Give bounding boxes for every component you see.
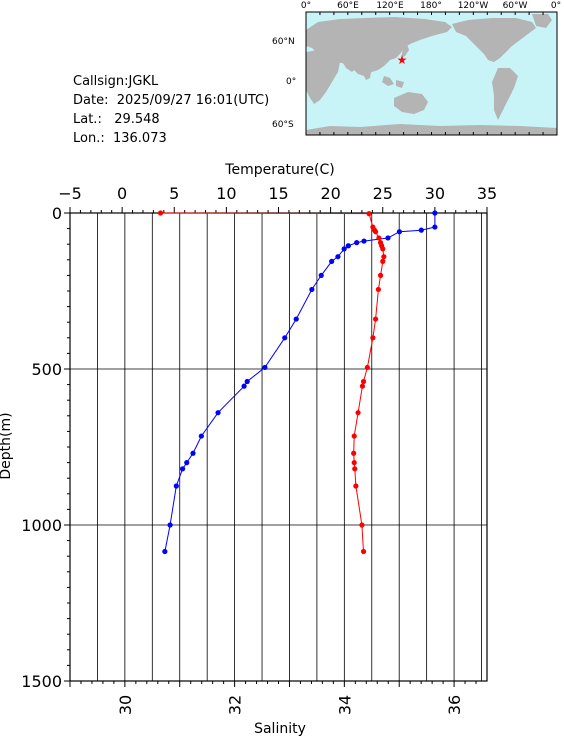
temperature-data-point bbox=[167, 522, 173, 528]
temperature-data-point bbox=[354, 240, 360, 246]
temperature-data-point bbox=[385, 235, 391, 241]
lat-text: Lat.: 29.548 bbox=[73, 112, 160, 127]
temperature-tick-label: 15 bbox=[268, 184, 288, 203]
temperature-data-point bbox=[432, 210, 438, 216]
map-lat-label: 0° bbox=[286, 77, 296, 87]
temperature-data-point bbox=[198, 433, 204, 439]
salinity-tick-label: 30 bbox=[116, 695, 135, 715]
world-map: 0° 60°E 120°E 180° 120°W 60°W 0° 60°N 0°… bbox=[272, 1, 561, 136]
temperature-data-point bbox=[396, 229, 403, 235]
temperature-tick-label: 30 bbox=[425, 184, 445, 203]
depth-tick-label: 0 bbox=[52, 204, 62, 223]
temperature-data-point bbox=[179, 466, 186, 472]
salinity-data-point bbox=[376, 235, 382, 241]
salinity-data-point bbox=[351, 460, 357, 466]
salinity-data-point bbox=[373, 316, 379, 322]
temperature-data-point bbox=[262, 364, 268, 371]
salinity-data-point bbox=[359, 522, 365, 528]
salinity-data-point bbox=[375, 286, 381, 293]
temperature-tick-label: 20 bbox=[320, 184, 340, 203]
salinity-data-point bbox=[351, 433, 357, 439]
salinity-data-point bbox=[366, 211, 372, 217]
depth-tick-label: 1500 bbox=[21, 672, 62, 691]
station-marker-icon: ★ bbox=[397, 53, 408, 67]
map-land bbox=[306, 14, 557, 135]
salinity-tick-label: 32 bbox=[226, 695, 245, 715]
salinity-data-point bbox=[380, 258, 386, 264]
temperature-data-point bbox=[241, 383, 247, 389]
temperature-series-line bbox=[164, 213, 436, 552]
temperature-data-point bbox=[293, 316, 299, 322]
series bbox=[157, 210, 438, 555]
map-lon-label: 0° bbox=[301, 1, 311, 11]
map-lon-label: 0° bbox=[551, 1, 561, 11]
station-info: Callsign:JGKL Date: 2025/09/27 16:01(UTC… bbox=[73, 72, 269, 148]
map-lon-label: 60°W bbox=[503, 1, 528, 11]
temperature-data-point bbox=[173, 483, 179, 489]
salinity-data-point bbox=[364, 364, 370, 371]
temperature-data-point bbox=[282, 335, 288, 341]
map-lat-label: 60°N bbox=[272, 37, 295, 47]
salinity-tick-label: 36 bbox=[445, 695, 464, 715]
salinity-axis-label: Salinity bbox=[254, 721, 306, 736]
salinity-data-point bbox=[380, 246, 386, 252]
temperature-data-point bbox=[309, 286, 315, 293]
map-lon-label: 180° bbox=[420, 1, 442, 11]
salinity-tick-label: 34 bbox=[335, 695, 354, 715]
temperature-tick-label: 5 bbox=[169, 184, 179, 203]
temperature-data-point bbox=[162, 548, 168, 555]
temperature-data-point bbox=[215, 410, 221, 416]
salinity-data-point bbox=[381, 254, 387, 260]
plot-frame bbox=[69, 212, 488, 682]
temperature-data-point bbox=[190, 450, 196, 456]
salinity-data-point bbox=[157, 210, 164, 216]
temperature-data-point bbox=[418, 227, 424, 233]
temperature-data-point bbox=[318, 272, 324, 278]
map-lat-label: 60°S bbox=[272, 120, 294, 130]
temperature-data-point bbox=[341, 246, 347, 252]
map-lon-label: 120°E bbox=[376, 1, 404, 11]
temperature-tick-label: −5 bbox=[58, 184, 82, 203]
depth-tick-label: 1000 bbox=[21, 516, 62, 535]
temperature-tick-label: 0 bbox=[117, 184, 127, 203]
temperature-data-point bbox=[329, 258, 335, 264]
depth-axis-label: Depth(m) bbox=[0, 412, 14, 479]
temperature-tick-label: 10 bbox=[216, 184, 236, 203]
temperature-tick-label: 25 bbox=[373, 184, 393, 203]
temperature-data-point bbox=[335, 254, 341, 260]
salinity-data-point bbox=[360, 378, 367, 385]
depth-tick-label: 500 bbox=[31, 360, 62, 379]
temperature-axis-label: Temperature(C) bbox=[224, 162, 334, 178]
salinity-data-point bbox=[359, 383, 366, 389]
temperature-data-point bbox=[432, 224, 438, 230]
date-text: Date: 2025/09/27 16:01(UTC) bbox=[73, 93, 270, 108]
map-lon-label: 60°E bbox=[337, 1, 359, 11]
map-lon-label: 120°W bbox=[458, 1, 489, 11]
temperature-tick-label: 35 bbox=[477, 184, 497, 203]
salinity-data-point bbox=[370, 335, 376, 341]
temperature-data-point bbox=[244, 378, 250, 385]
salinity-data-point bbox=[377, 272, 384, 278]
salinity-data-point bbox=[373, 229, 379, 235]
salinity-data-point bbox=[352, 466, 358, 472]
lon-text: Lon.: 136.073 bbox=[73, 131, 167, 146]
temperature-data-point bbox=[345, 243, 351, 249]
callsign-text: Callsign:JGKL bbox=[73, 74, 159, 89]
temperature-data-point bbox=[361, 238, 367, 244]
salinity-data-point bbox=[360, 548, 367, 555]
temperature-data-point bbox=[184, 460, 190, 466]
grid bbox=[70, 212, 487, 682]
salinity-series-line bbox=[160, 212, 385, 552]
salinity-data-point bbox=[351, 450, 357, 456]
salinity-data-point bbox=[355, 410, 361, 416]
salinity-data-point bbox=[353, 483, 359, 489]
